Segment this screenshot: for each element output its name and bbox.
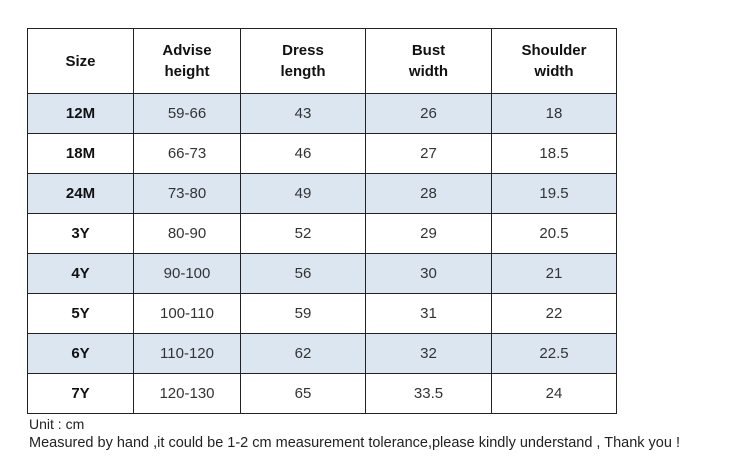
header-bust-width: Bust width [365, 28, 492, 94]
cell-advise-height: 80-90 [133, 213, 241, 254]
cell-dress-length: 43 [240, 93, 366, 134]
cell-advise-height: 100-110 [133, 293, 241, 334]
table-row: 4Y 90-100 56 30 21 [27, 253, 617, 294]
header-dress-length-line1: Dress [282, 42, 324, 59]
size-chart-header: Size Advise height Dress length Bust wid… [27, 28, 617, 94]
header-shoulder-width: Shoulder width [491, 28, 617, 94]
cell-bust-width: 26 [365, 93, 492, 134]
header-size-label: Size [65, 52, 96, 70]
header-advise-height-line2: height [164, 63, 210, 80]
cell-advise-height: 66-73 [133, 133, 241, 174]
cell-dress-length: 62 [240, 333, 366, 374]
cell-dress-length: 59 [240, 293, 366, 334]
cell-advise-height: 90-100 [133, 253, 241, 294]
cell-bust-width: 30 [365, 253, 492, 294]
cell-bust-width: 32 [365, 333, 492, 374]
cell-shoulder-width: 18.5 [491, 133, 617, 174]
cell-advise-height: 73-80 [133, 173, 241, 214]
cell-shoulder-width: 20.5 [491, 213, 617, 254]
cell-bust-width: 31 [365, 293, 492, 334]
table-row: 24M 73-80 49 28 19.5 [27, 173, 617, 214]
header-bust-width-line1: Bust [411, 42, 446, 59]
cell-size: 18M [27, 133, 134, 174]
cell-bust-width: 29 [365, 213, 492, 254]
cell-shoulder-width: 19.5 [491, 173, 617, 214]
cell-advise-height: 120-130 [133, 373, 241, 414]
cell-shoulder-width: 22.5 [491, 333, 617, 374]
header-row: Size Advise height Dress length Bust wid… [27, 28, 617, 94]
cell-dress-length: 49 [240, 173, 366, 214]
cell-shoulder-width: 21 [491, 253, 617, 294]
cell-dress-length: 65 [240, 373, 366, 414]
cell-bust-width: 27 [365, 133, 492, 174]
size-chart-body: 12M 59-66 43 26 18 18M 66-73 46 27 18.5 24M 73-80 49… [27, 93, 617, 414]
header-bust-width-line2: width [408, 63, 449, 80]
cell-shoulder-width: 18 [491, 93, 617, 134]
header-advise-height-line1: Advise [162, 42, 212, 59]
header-shoulder-width-line1: Shoulder [521, 42, 587, 59]
cell-bust-width: 28 [365, 173, 492, 214]
measurement-tolerance-note: Measured by hand ,it could be 1-2 cm mea… [29, 435, 680, 451]
table-row: 5Y 100-110 59 31 22 [27, 293, 617, 334]
table-row: 6Y 110-120 62 32 22.5 [27, 333, 617, 374]
cell-size: 5Y [27, 293, 134, 334]
cell-bust-width: 33.5 [365, 373, 492, 414]
cell-dress-length: 52 [240, 213, 366, 254]
table-row: 3Y 80-90 52 29 20.5 [27, 213, 617, 254]
size-chart-table: Size Advise height Dress length Bust wid… [27, 28, 617, 414]
unit-note: Unit : cm [29, 416, 85, 432]
header-advise-height: Advise height [133, 28, 241, 94]
table-row: 7Y 120-130 65 33.5 24 [27, 373, 617, 414]
cell-size: 24M [27, 173, 134, 214]
cell-size: 3Y [27, 213, 134, 254]
cell-advise-height: 110-120 [133, 333, 241, 374]
table-row: 18M 66-73 46 27 18.5 [27, 133, 617, 174]
header-dress-length: Dress length [240, 28, 366, 94]
cell-advise-height: 59-66 [133, 93, 241, 134]
header-shoulder-width-line2: width [534, 63, 574, 80]
header-size: Size [27, 28, 134, 94]
cell-size: 4Y [27, 253, 134, 294]
cell-shoulder-width: 22 [491, 293, 617, 334]
cell-dress-length: 46 [240, 133, 366, 174]
cell-shoulder-width: 24 [491, 373, 617, 414]
cell-size: 6Y [27, 333, 134, 374]
header-dress-length-line2: length [280, 63, 326, 80]
cell-dress-length: 56 [240, 253, 366, 294]
cell-size: 7Y [27, 373, 134, 414]
cell-size: 12M [27, 93, 134, 134]
table-row: 12M 59-66 43 26 18 [27, 93, 617, 134]
